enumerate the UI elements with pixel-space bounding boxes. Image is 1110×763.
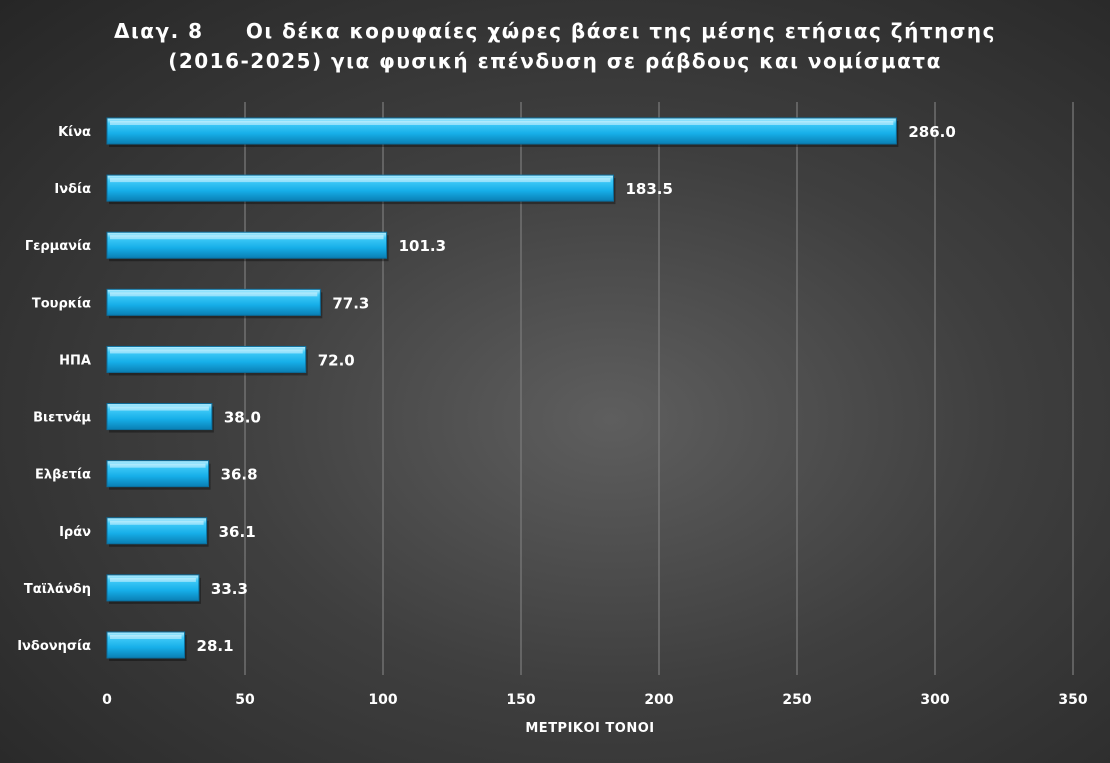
category-label: Γερμανία (25, 239, 91, 254)
data-label: 38.0 (224, 409, 261, 427)
bar-10 (106, 631, 186, 659)
category-label: Ιράν (59, 525, 91, 540)
bar-highlight (110, 349, 303, 354)
bar-highlight (110, 235, 384, 240)
bar-highlight (110, 406, 209, 411)
category-label: Ινδονησία (17, 639, 91, 654)
bar-highlight (110, 577, 196, 582)
data-label: 286.0 (908, 123, 955, 141)
bars (106, 117, 899, 661)
bar-3 (106, 231, 388, 259)
bar-2 (106, 174, 614, 202)
x-tick-label: 150 (506, 692, 535, 708)
chart-title: Διαγ. 8 Οι δέκα κορυφαίες χώρες βάσει τη… (114, 19, 996, 43)
data-label: 77.3 (332, 294, 369, 312)
x-tick-label: 100 (368, 692, 397, 708)
bar-highlight (110, 292, 318, 297)
x-axis-title: ΜΕΤΡΙΚΟΙ ΤΟΝΟΙ (525, 721, 654, 736)
chart-subtitle: (2016-2025) για φυσική επένδυση σε ράβδο… (168, 49, 942, 73)
category-label: Κίνα (58, 125, 91, 140)
category-label: Ινδία (54, 182, 91, 197)
bar-7 (106, 460, 210, 488)
data-label: 36.8 (221, 466, 258, 484)
bar-9 (106, 574, 200, 602)
x-tick-label: 350 (1058, 692, 1087, 708)
category-label: Ελβετία (35, 468, 91, 483)
data-label: 72.0 (318, 351, 355, 369)
bar-highlight (110, 520, 204, 525)
data-label: 33.3 (211, 580, 248, 598)
bar-5 (106, 345, 307, 373)
bar-highlight (110, 463, 206, 468)
data-label: 183.5 (625, 180, 672, 198)
x-tick-label: 200 (644, 692, 673, 708)
data-label: 36.1 (219, 523, 256, 541)
bar-8 (106, 517, 208, 545)
labels: 0 50 100 150 200 250 300 350 Κίνα 286.0 Ινδία 183.5… (17, 123, 1088, 708)
data-label: 101.3 (399, 237, 446, 255)
bar-1 (106, 117, 897, 145)
bar-6 (106, 403, 213, 431)
category-label: Βιετνάμ (33, 411, 91, 426)
data-label: 28.1 (197, 637, 234, 655)
x-tick-label: 50 (235, 692, 255, 708)
category-label: Ταϊλάνδη (24, 582, 91, 597)
bar-highlight (110, 178, 611, 183)
bar-4 (106, 288, 321, 316)
x-tick-label: 250 (782, 692, 811, 708)
x-tick-label: 300 (920, 692, 949, 708)
category-label: Τουρκία (32, 296, 91, 311)
bar-highlight (110, 635, 182, 639)
bar-highlight (110, 121, 894, 125)
x-tick-label: 0 (102, 692, 112, 708)
category-label: ΗΠΑ (59, 353, 91, 368)
